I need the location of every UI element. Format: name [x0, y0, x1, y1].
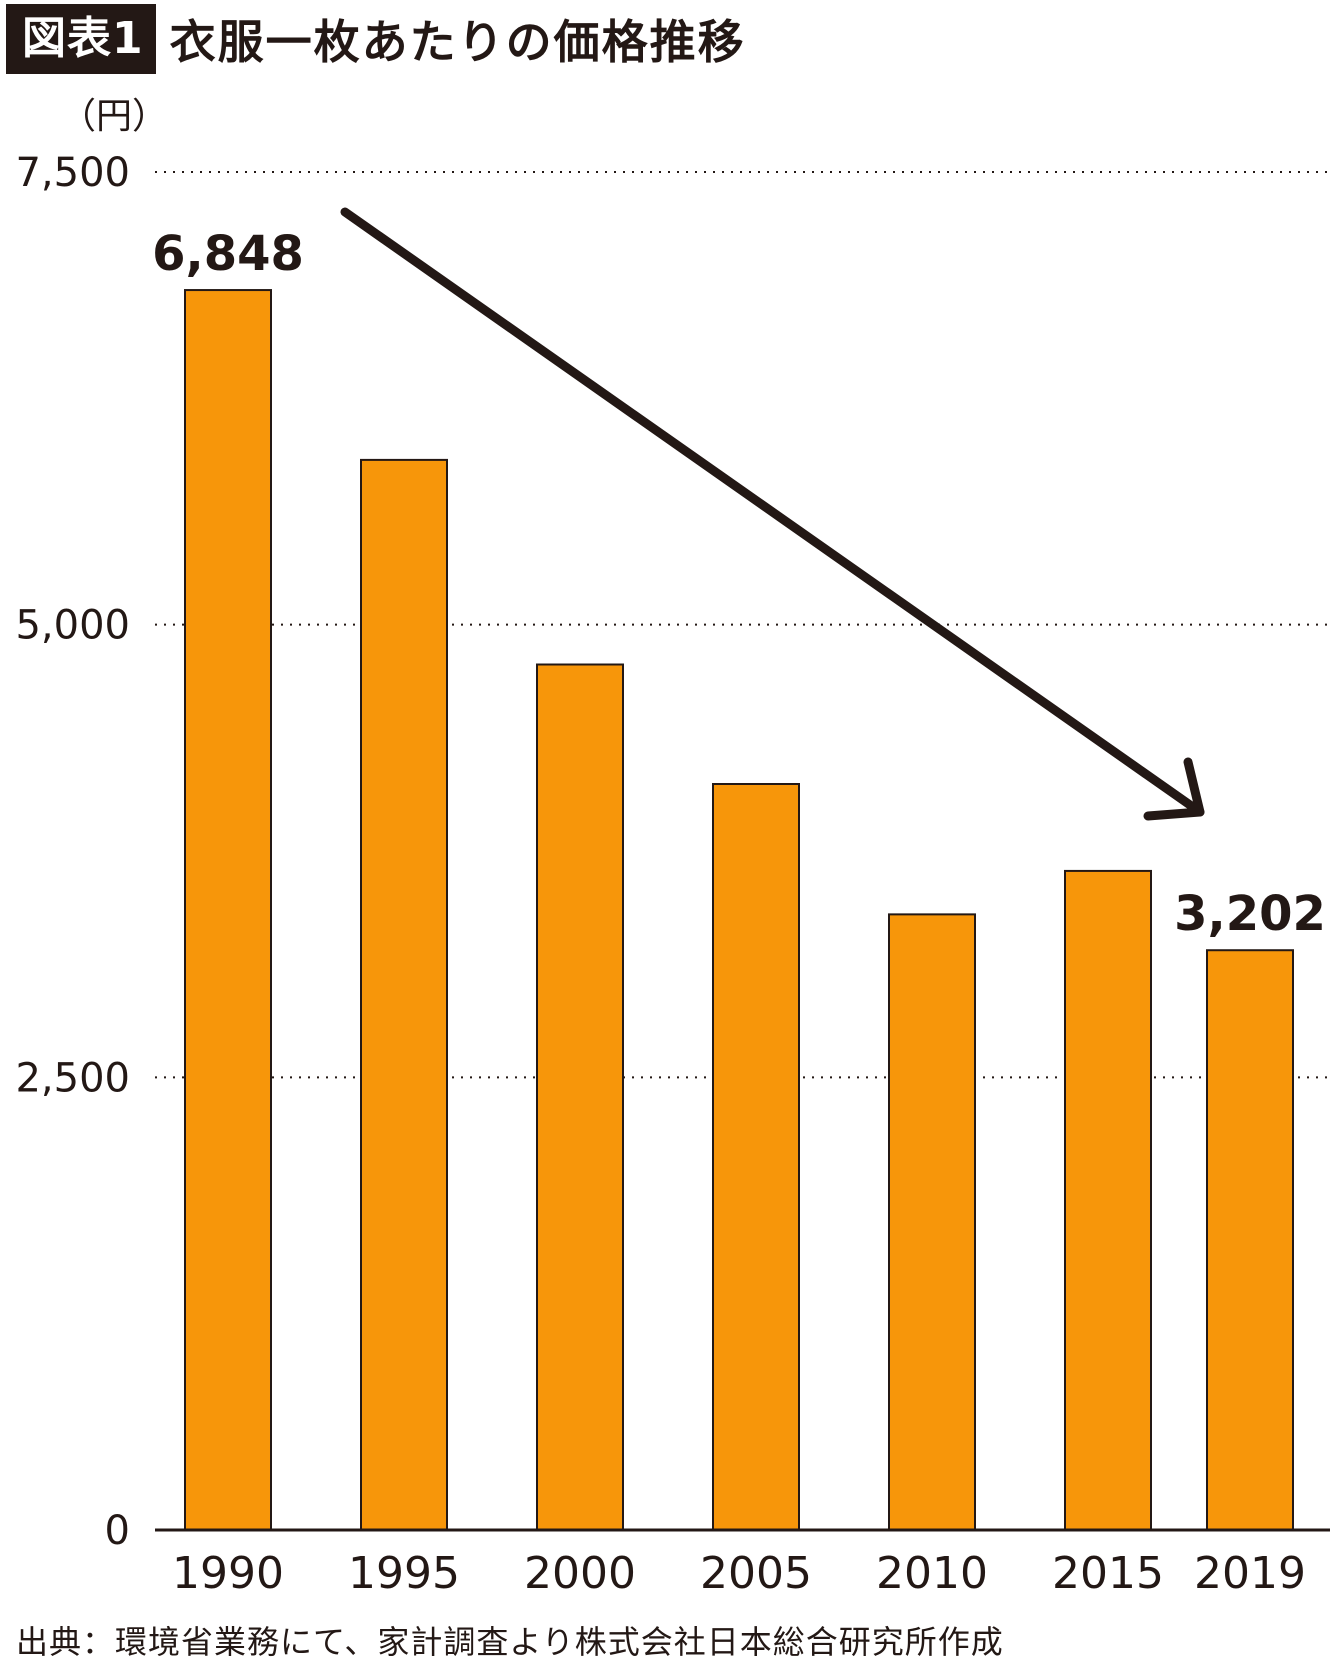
bar-2005: [712, 783, 800, 1531]
y-tick-label: 0: [105, 1508, 130, 1554]
trend-arrow-shaft: [340, 207, 1205, 817]
bar-2010: [888, 913, 976, 1531]
chart-title: 衣服一枚あたりの価格推移: [169, 15, 746, 69]
bar-1995: [360, 458, 448, 1531]
y-tick-label: 2,500: [15, 1055, 130, 1101]
x-tick-label: 1995: [348, 1548, 460, 1599]
data-labels: 6,848 3,202: [152, 226, 1326, 942]
x-tick-label: 2019: [1194, 1548, 1306, 1599]
data-label: 6,848: [152, 226, 304, 282]
x-tick-label: 2000: [524, 1548, 636, 1599]
y-axis-ticks: 0 2,500 5,000 7,500: [15, 150, 130, 1554]
x-tick-label: 2015: [1052, 1548, 1164, 1599]
source-note: 出典：環境省業務にて、家計調査より株式会社日本総合研究所作成: [16, 1623, 1004, 1661]
bar-1990: [184, 289, 272, 1532]
x-tick-label: 1990: [172, 1548, 284, 1599]
trend-arrow: [340, 207, 1205, 821]
data-label: 3,202: [1174, 886, 1326, 942]
bar-2000: [536, 663, 624, 1531]
y-unit-label: （円）: [60, 96, 168, 137]
bars: [184, 289, 1294, 1532]
x-tick-label: 2010: [876, 1548, 988, 1599]
x-tick-label: 2005: [700, 1548, 812, 1599]
chart-header: 図表1 衣服一枚あたりの価格推移: [6, 4, 746, 74]
figure-badge: 図表1: [6, 4, 156, 74]
x-axis-ticks: 1990 1995 2000 2005 2010 2015 2019: [172, 1548, 1306, 1599]
y-tick-label: 7,500: [15, 150, 130, 196]
y-tick-label: 5,000: [15, 603, 130, 649]
trend-arrow-head: [1143, 757, 1205, 821]
bar-2015: [1064, 869, 1152, 1531]
bar-2019: [1206, 949, 1294, 1531]
